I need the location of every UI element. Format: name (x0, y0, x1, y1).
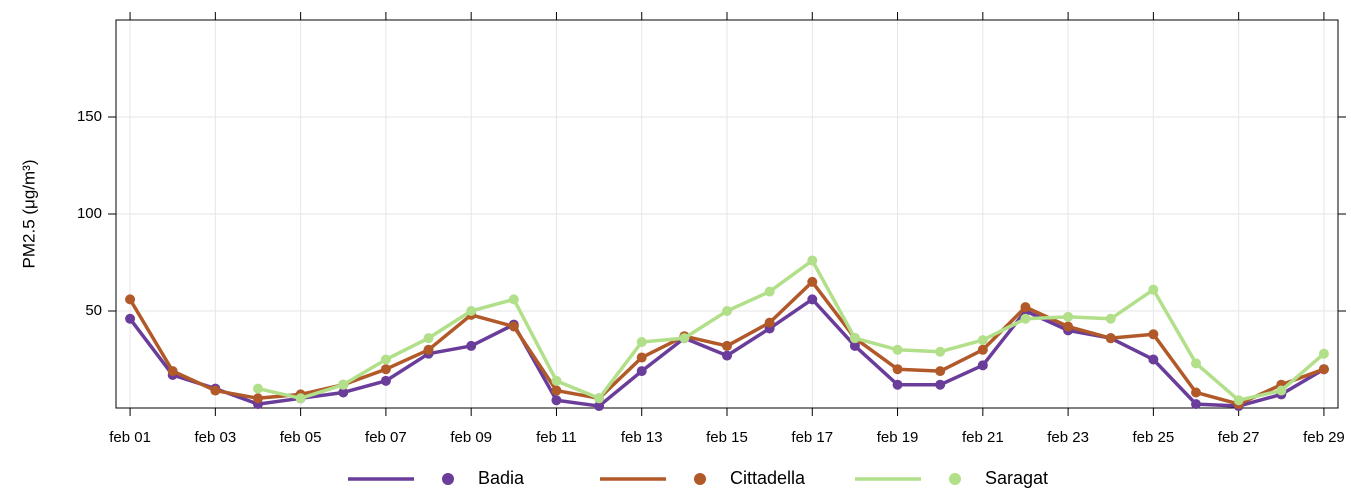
data-point (1276, 385, 1287, 396)
data-point (722, 306, 732, 316)
data-point (892, 364, 903, 375)
data-point (338, 379, 349, 390)
x-tick-label: feb 07 (365, 429, 407, 446)
x-tick-label: feb 19 (877, 429, 919, 446)
data-point (423, 333, 434, 344)
data-point (1318, 348, 1329, 359)
data-point (167, 366, 178, 377)
data-point (977, 344, 988, 355)
data-point (466, 306, 477, 316)
data-point (1148, 354, 1159, 365)
data-point (252, 393, 263, 404)
legend-label: Saragat (985, 468, 1048, 488)
legend-label: Cittadella (730, 468, 806, 488)
data-point (679, 333, 690, 344)
data-point (977, 360, 988, 371)
plot-frame (115, 19, 1339, 409)
y-axis-label: PM2.5 (μg/m³) (19, 160, 38, 269)
legend-marker (442, 473, 454, 485)
data-point (636, 352, 647, 363)
x-tick-label: feb 09 (450, 429, 492, 446)
x-tick-label: feb 13 (621, 429, 663, 446)
data-point (1020, 313, 1031, 324)
data-point (1105, 333, 1116, 344)
x-tick-label: feb 29 (1303, 429, 1345, 446)
data-point (1063, 311, 1074, 322)
data-point (935, 346, 946, 357)
data-point (1148, 329, 1159, 340)
x-tick-label: feb 23 (1047, 429, 1089, 446)
x-tick-label: feb 27 (1218, 429, 1260, 446)
data-point (636, 337, 647, 348)
data-point (466, 340, 477, 351)
data-point (380, 364, 391, 375)
data-point (423, 344, 434, 355)
x-tick-label: feb 05 (280, 429, 322, 446)
data-point (380, 375, 391, 386)
data-point (849, 333, 860, 344)
data-point (1318, 364, 1329, 375)
data-point (935, 379, 946, 390)
data-point (1191, 358, 1202, 369)
data-point (380, 354, 391, 365)
x-tick-label: feb 17 (791, 429, 833, 446)
data-point (1191, 387, 1202, 398)
data-point (892, 344, 903, 355)
data-point (338, 387, 349, 398)
data-point (722, 350, 732, 361)
data-point (1233, 395, 1244, 406)
data-point (551, 395, 562, 406)
data-point (508, 294, 519, 305)
data-point (1148, 284, 1159, 295)
x-tick-label: feb 11 (536, 429, 577, 446)
x-tick-label: feb 21 (962, 429, 1004, 446)
data-point (551, 375, 562, 386)
data-point (1191, 399, 1202, 410)
data-point (764, 286, 775, 297)
legend-marker (694, 473, 706, 485)
data-point (977, 335, 988, 346)
data-point (807, 294, 818, 305)
data-point (764, 317, 775, 328)
x-tick-label: feb 03 (194, 429, 236, 446)
data-point (125, 313, 136, 324)
data-point (252, 383, 263, 394)
data-point (1020, 302, 1031, 313)
x-tick-label: feb 25 (1133, 429, 1175, 446)
data-point (295, 393, 306, 404)
legend-label: Badia (478, 468, 525, 488)
data-point (508, 321, 519, 332)
data-point (551, 385, 562, 396)
x-tick-label: feb 15 (706, 429, 748, 446)
data-point (594, 401, 605, 412)
data-point (849, 340, 860, 351)
data-point (807, 276, 818, 287)
data-point (636, 366, 647, 377)
x-tick-label: feb 01 (109, 429, 151, 446)
data-point (807, 255, 818, 266)
data-point (892, 379, 903, 390)
legend-marker (949, 473, 961, 485)
series-line (257, 258, 1326, 402)
y-tick-label: 100 (77, 205, 102, 222)
data-point (125, 294, 136, 305)
data-point (594, 393, 605, 404)
y-tick-label: 150 (77, 108, 102, 125)
data-point (935, 366, 946, 377)
data-point (722, 340, 732, 351)
data-point (1063, 321, 1074, 332)
y-tick-label: 50 (85, 302, 102, 319)
data-point (1105, 313, 1116, 324)
data-point (210, 385, 221, 396)
